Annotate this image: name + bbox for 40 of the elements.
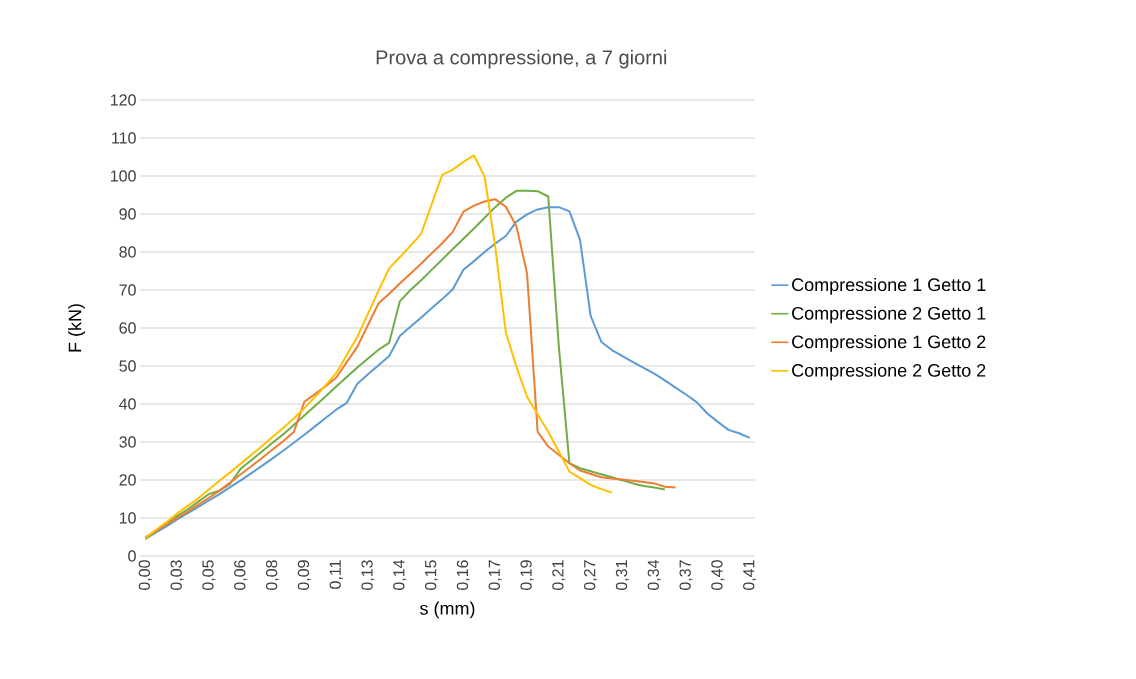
legend-label: Compressione 1 Getto 1 bbox=[792, 277, 986, 295]
x-tick-label: 0,08 bbox=[265, 560, 280, 591]
x-tick-label: 0,15 bbox=[424, 560, 439, 591]
y-tick-label: 120 bbox=[111, 94, 136, 106]
x-tick-label: 0,16 bbox=[456, 560, 471, 591]
x-tick-label: 0,11 bbox=[329, 560, 343, 589]
x-tick-label: 0,09 bbox=[297, 560, 311, 591]
x-axis-title: s (mm) bbox=[420, 601, 475, 619]
x-tick-label: 0,41 bbox=[743, 560, 757, 591]
y-tick-label: 0 bbox=[128, 550, 136, 562]
x-tick-label: 0,17 bbox=[488, 560, 502, 591]
x-tick-label: 0,00 bbox=[138, 560, 152, 591]
y-tick-label: 70 bbox=[119, 284, 136, 296]
x-tick-label: 0,19 bbox=[520, 560, 534, 591]
y-tick-label: 80 bbox=[119, 246, 136, 258]
legend-label: Compressione 2 Getto 1 bbox=[792, 306, 986, 324]
y-tick-label: 90 bbox=[119, 208, 136, 220]
y-axis-title: F (kN) bbox=[68, 304, 85, 352]
chart-title: Prova a compressione, a 7 giorni bbox=[376, 49, 667, 69]
legend-label: Compressione 1 Getto 2 bbox=[792, 334, 986, 352]
legend-label: Compressione 2 Getto 2 bbox=[792, 363, 986, 381]
x-tick-label: 0,40 bbox=[711, 560, 725, 591]
y-tick-label: 60 bbox=[119, 322, 136, 334]
x-tick-label: 0,21 bbox=[552, 560, 566, 591]
x-tick-label: 0,27 bbox=[584, 560, 598, 591]
x-tick-label: 0,37 bbox=[679, 560, 693, 591]
x-tick-label: 0,13 bbox=[361, 560, 375, 591]
y-tick-label: 100 bbox=[111, 170, 136, 182]
x-tick-label: 0,31 bbox=[615, 560, 630, 591]
y-tick-label: 110 bbox=[112, 132, 136, 144]
x-tick-label: 0,03 bbox=[170, 560, 184, 591]
x-tick-label: 0,34 bbox=[647, 560, 661, 591]
x-tick-label: 0,05 bbox=[202, 560, 216, 591]
y-tick-label: 20 bbox=[119, 474, 136, 486]
y-tick-label: 40 bbox=[119, 398, 136, 410]
y-tick-label: 50 bbox=[119, 360, 136, 372]
x-tick-label: 0,14 bbox=[393, 560, 407, 591]
y-tick-label: 10 bbox=[119, 512, 136, 524]
y-tick-label: 30 bbox=[119, 436, 136, 448]
x-tick-label: 0,06 bbox=[234, 560, 248, 591]
